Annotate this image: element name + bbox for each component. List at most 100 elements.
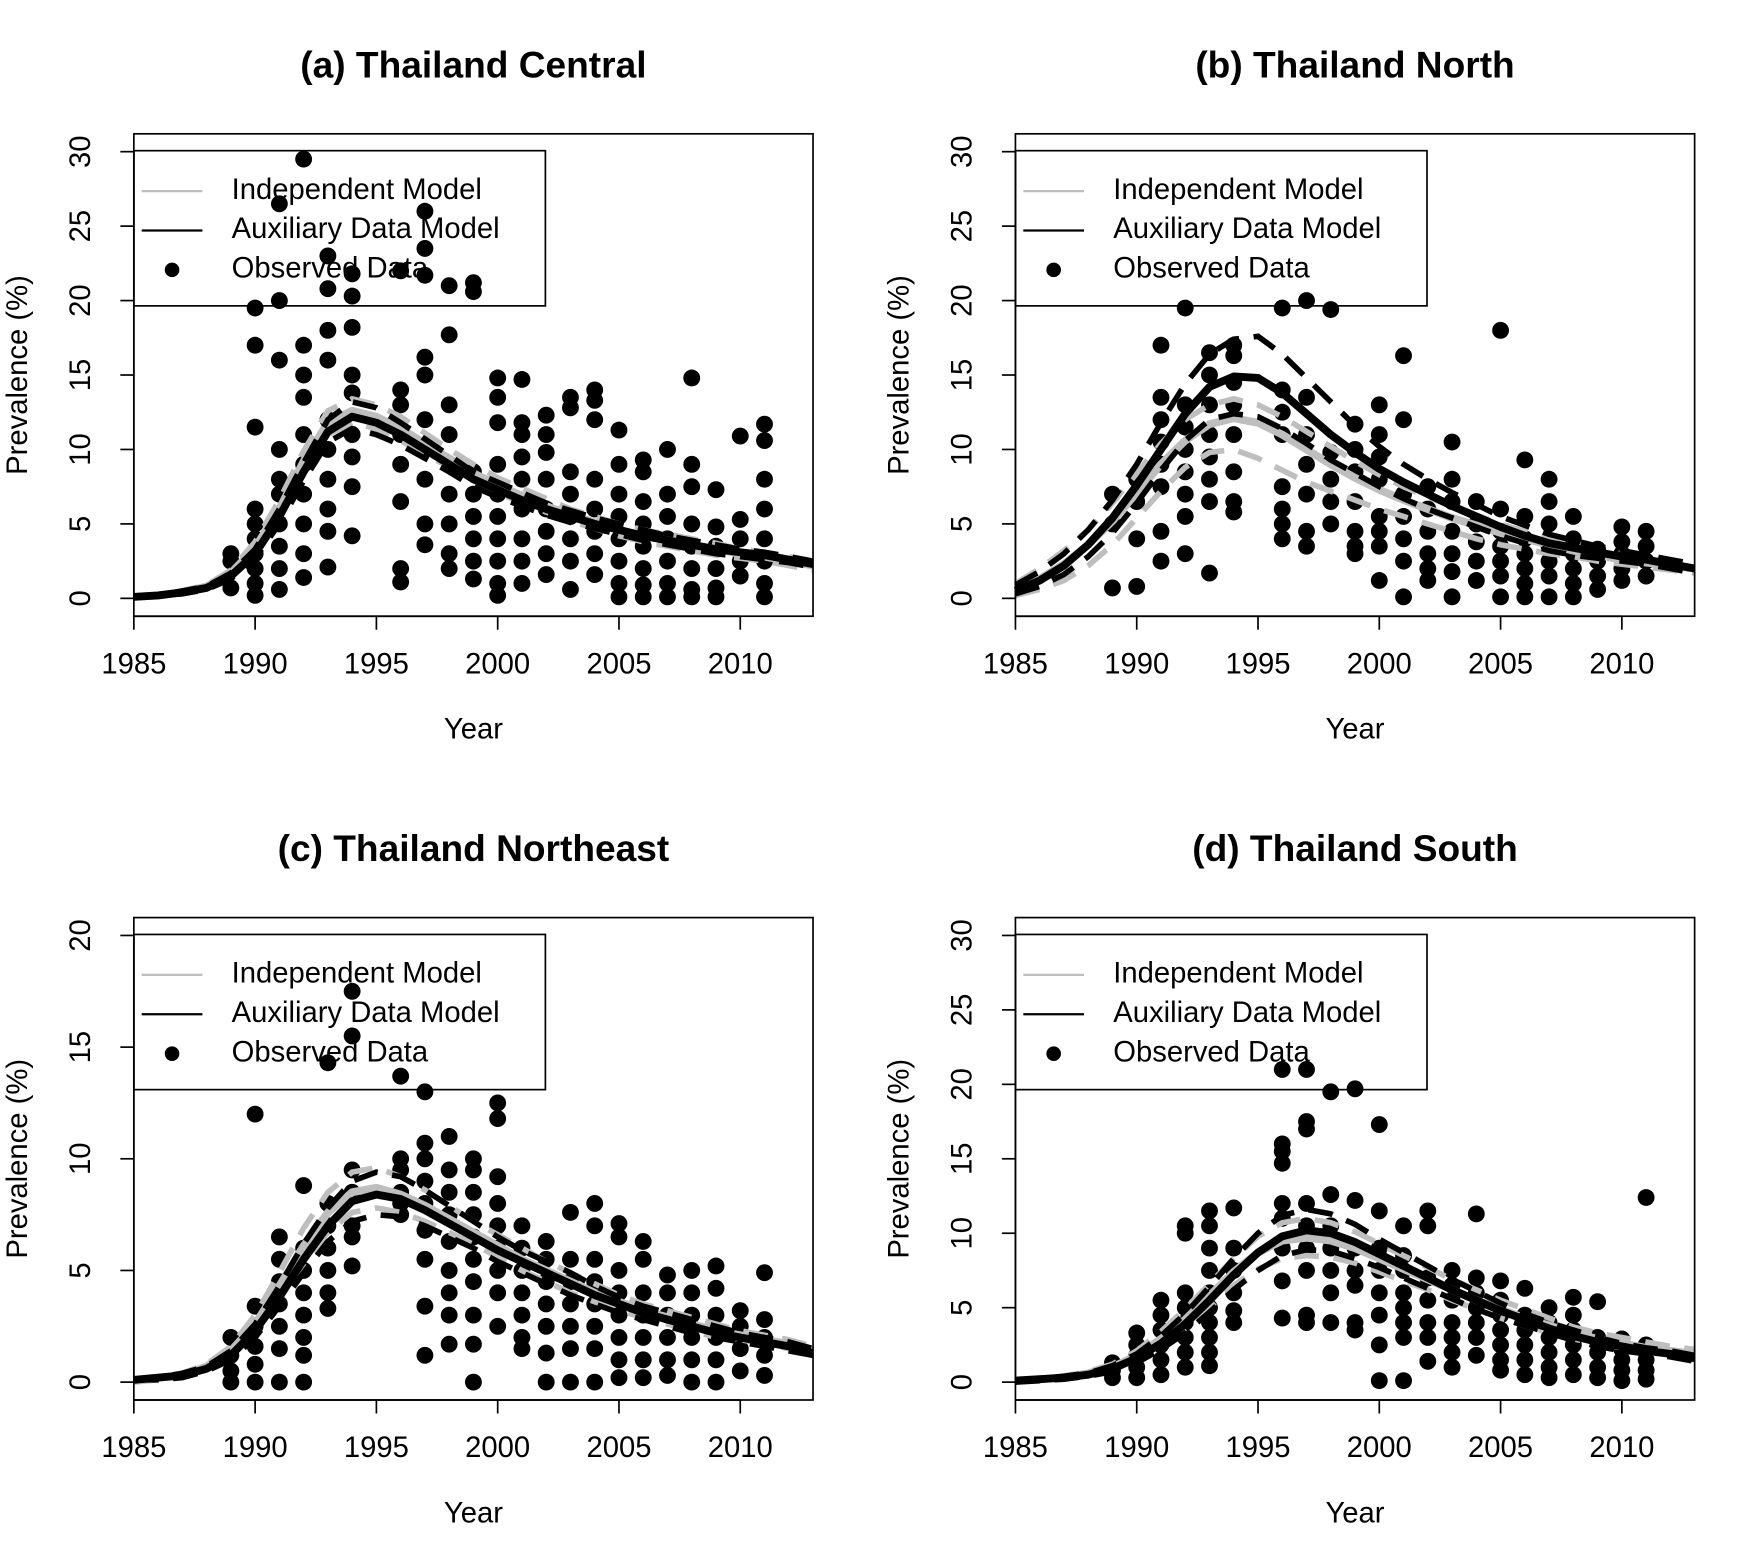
observed-point <box>513 575 531 592</box>
observed-point <box>489 414 507 432</box>
observed-point <box>1637 537 1655 555</box>
observed-point <box>683 560 701 578</box>
observed-point <box>1516 451 1534 469</box>
x-tick-label: 2005 <box>586 648 651 680</box>
legend-symbol <box>164 262 180 278</box>
observed-point <box>1201 493 1218 511</box>
observed-point <box>416 266 434 284</box>
observed-point <box>319 470 337 488</box>
observed-point <box>731 427 749 445</box>
legend: Independent Model Auxiliary Data Model Obs… <box>1014 933 1428 1091</box>
interval-line <box>133 1211 814 1383</box>
observed-point <box>1128 530 1146 548</box>
observed-point <box>1176 545 1194 563</box>
observed-point <box>343 287 361 305</box>
observed-point <box>1152 1291 1170 1309</box>
observed-point <box>1637 1370 1655 1388</box>
observed-point <box>1273 1195 1291 1212</box>
observed-point <box>1273 299 1291 317</box>
observed-point <box>537 545 555 563</box>
observed-point <box>659 1266 676 1284</box>
observed-point <box>270 537 288 555</box>
plot-frame <box>1014 916 1696 1401</box>
observed-point <box>513 414 531 432</box>
y-tick-label: 0 <box>946 590 978 606</box>
observed-point <box>416 515 434 533</box>
observed-point <box>1201 1239 1218 1257</box>
observed-point <box>1516 560 1534 578</box>
y-tick-label: 0 <box>946 1374 978 1390</box>
y-tick-label: 10 <box>65 433 97 466</box>
observed-point <box>659 575 676 592</box>
observed-point <box>562 530 579 548</box>
observed-point <box>731 1340 749 1358</box>
observed-point <box>756 588 773 606</box>
y-tick-label: 10 <box>946 1217 978 1250</box>
observed-point <box>659 1366 676 1384</box>
observed-point <box>1443 1343 1461 1361</box>
observed-point <box>1540 493 1558 511</box>
x-tick-label: 1985 <box>101 1432 166 1464</box>
observed-point <box>295 1284 313 1302</box>
observed-point <box>295 1306 313 1324</box>
observed-point <box>537 406 555 424</box>
observed-point <box>1201 1202 1218 1220</box>
observed-point <box>1322 493 1340 511</box>
observed-point <box>1322 1262 1340 1279</box>
x-tick-label: 2005 <box>586 1432 651 1464</box>
observed-point <box>562 1340 579 1358</box>
observed-point <box>319 247 337 265</box>
observed-point <box>683 1284 701 1302</box>
observed-point <box>756 415 773 433</box>
observed-point <box>246 515 264 533</box>
observed-point <box>1322 1314 1340 1332</box>
observed-point <box>1370 537 1388 555</box>
observed-point <box>1467 1314 1485 1332</box>
observed-point <box>392 573 410 591</box>
observed-point <box>586 566 604 583</box>
interval-line <box>133 1169 814 1383</box>
observed-point <box>586 1317 604 1335</box>
observed-point <box>537 1344 555 1362</box>
observed-point <box>1443 433 1461 451</box>
interval-line <box>1014 333 1696 588</box>
observed-point <box>343 366 361 384</box>
observed-point <box>659 552 676 570</box>
observed-point <box>586 1195 604 1212</box>
observed-point <box>610 455 628 473</box>
observed-point <box>562 463 579 481</box>
y-tick-label: 5 <box>946 1300 978 1316</box>
observed-point <box>1540 515 1558 533</box>
observed-point <box>1395 1372 1412 1390</box>
observed-point <box>1273 478 1291 496</box>
y-tick-label: 25 <box>946 994 978 1027</box>
observed-point <box>634 1351 652 1369</box>
observed-point <box>707 560 725 578</box>
legend-label: Observed Data <box>232 1036 429 1068</box>
model-line <box>133 412 814 601</box>
observed-point <box>246 586 264 604</box>
x-tick-label: 2000 <box>1347 1432 1412 1464</box>
legend-label: Independent Model <box>232 958 482 990</box>
observed-point <box>1322 1186 1340 1203</box>
observed-point <box>1589 1293 1607 1311</box>
y-axis-label: Prevalence (%) <box>2 1059 34 1259</box>
x-tick-label: 1995 <box>344 648 409 680</box>
observed-point <box>1370 1336 1388 1354</box>
observed-point <box>1128 1369 1146 1387</box>
observed-point <box>1298 485 1315 503</box>
plot-frame <box>132 132 814 618</box>
observed-point <box>1443 1358 1461 1376</box>
observed-point <box>295 336 313 354</box>
x-axis-label: Year <box>1326 714 1385 746</box>
observed-point <box>659 1284 676 1302</box>
y-tick-label: 0 <box>65 590 97 606</box>
observed-point <box>246 1105 264 1123</box>
observed-point <box>440 1306 458 1324</box>
observed-point <box>343 1027 361 1045</box>
observed-point <box>610 1262 628 1279</box>
observed-point <box>1273 1272 1291 1290</box>
observed-point <box>634 1232 652 1250</box>
y-tick-label: 25 <box>946 210 978 243</box>
panel-title: (c) Thailand Northeast <box>278 827 670 869</box>
